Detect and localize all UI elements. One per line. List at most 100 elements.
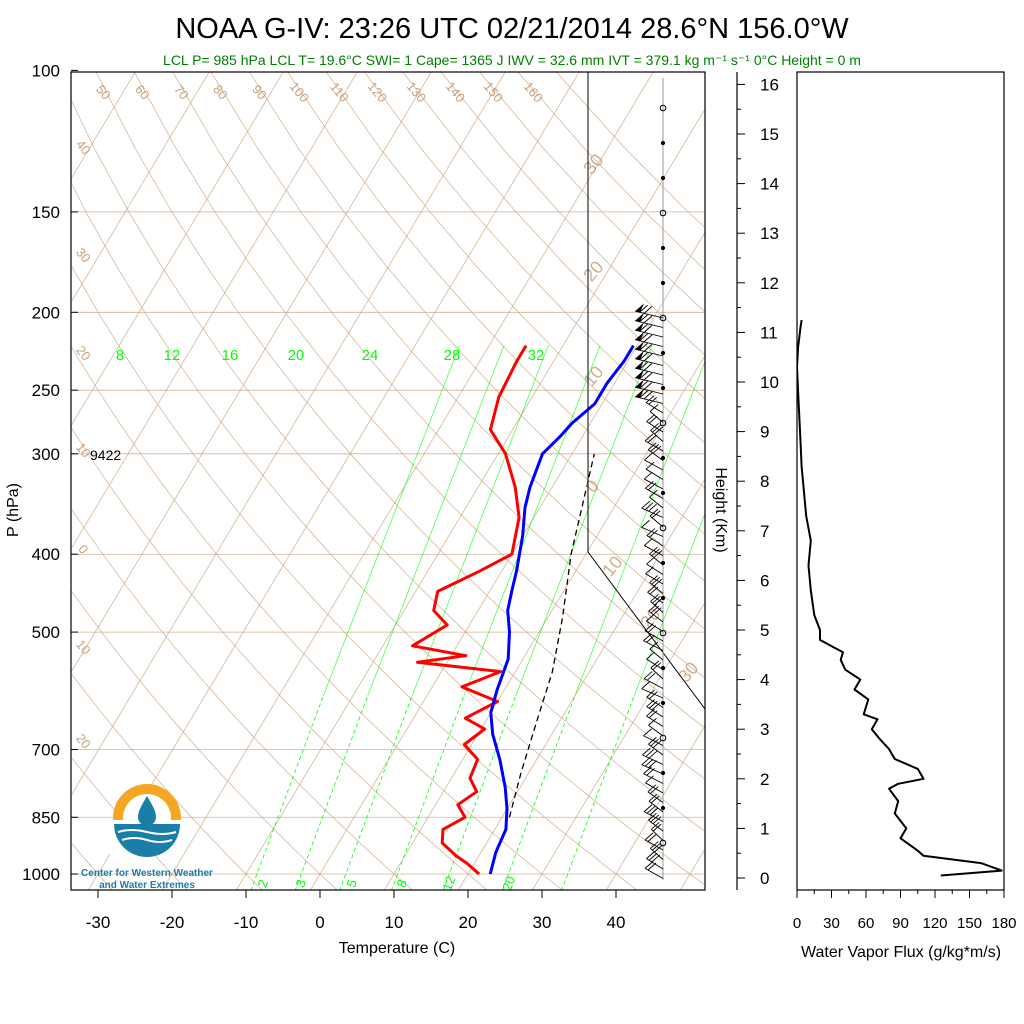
wind-barb-feather	[643, 382, 653, 390]
wind-barb-feather	[641, 681, 650, 690]
adiabat-label-top: 160	[521, 79, 546, 105]
wind-barb-feather	[646, 528, 656, 536]
dewpoint-trace	[488, 344, 635, 875]
mixing-ratio-lines	[250, 345, 705, 890]
flux-tick-label: 180	[991, 915, 1016, 932]
dry-adiabat-line	[95, 72, 705, 780]
pressure-tick-label: 250	[32, 381, 60, 400]
skew-t-panel: 50 60 70 80 90 100 110 120 130 140 150 160403020100…	[5, 61, 706, 957]
wind-barb-staff	[650, 667, 664, 680]
isotherm-line	[71, 72, 136, 180]
wind-barb-feather	[648, 717, 657, 726]
adiabat-label-top: 150	[481, 79, 506, 105]
wind-barb-feather	[648, 793, 658, 802]
wind-barb-feather	[649, 575, 658, 583]
flux-axis-label: Water Vapor Flux (g/kg*m/s)	[801, 944, 1001, 961]
wind-barb-feather	[647, 435, 657, 443]
wind-barb-feather	[644, 433, 654, 442]
dry-adiabat-line	[172, 72, 705, 679]
temperature-tick-label: 0	[315, 913, 324, 932]
wind-barb-staff	[648, 724, 664, 737]
dry-adiabat-line	[248, 72, 705, 582]
dry-adiabat-line	[555, 72, 705, 229]
adiabat-label-left: 30	[73, 245, 94, 266]
mixing-ratio-solid	[574, 360, 705, 696]
wind-barb-staff	[648, 800, 664, 813]
height-tick-label: 9	[760, 423, 769, 442]
wind-barb-staff	[645, 782, 664, 794]
wind-barb-feather	[646, 613, 655, 622]
wind-barb-feather	[648, 603, 658, 612]
wind-barb-feather	[646, 651, 655, 660]
sounding-stats: LCL P= 985 hPa LCL T= 19.6°C SWI= 1 Cape…	[163, 52, 861, 68]
x-axis-label: Temperature (C)	[339, 940, 455, 957]
wind-barb-feather	[646, 556, 655, 565]
wind-barb-feather	[639, 314, 648, 323]
wind-barb-feather	[639, 333, 648, 342]
isotherm-line	[71, 72, 432, 674]
wind-barb-feather	[652, 445, 662, 454]
mixing-ratio-label-bottom: 5	[343, 877, 360, 889]
wind-barb-feather	[641, 519, 650, 528]
wind-barb-staff	[650, 829, 664, 841]
isotherm-line	[71, 72, 358, 550]
wind-barb-staff	[646, 563, 664, 575]
isotherm-line	[161, 72, 654, 890]
wind-barb-feather	[643, 353, 653, 362]
wind-barb-feather	[644, 861, 654, 869]
wind-barb-feather	[644, 452, 653, 461]
wind-barb-feather	[639, 361, 648, 370]
wind-barb-feather	[654, 426, 663, 435]
wind-barb-feather	[643, 372, 653, 381]
wind-calm-marker	[659, 734, 667, 742]
temperature-tick-label: -20	[160, 913, 185, 932]
isobars	[71, 211, 705, 875]
wind-barb-feather	[648, 415, 658, 424]
wind-barb-feather	[645, 395, 655, 404]
wind-barb-feather	[639, 390, 648, 399]
wind-barb-flag	[635, 341, 645, 351]
temperature-tick-label: -10	[234, 913, 259, 932]
mixing-ratio-label-top: 16	[222, 347, 239, 364]
dry-adiabat-line	[133, 72, 705, 729]
wind-barb-feather	[650, 444, 659, 452]
wind-calm-marker	[659, 209, 667, 217]
wind-barb-feather	[647, 834, 657, 842]
mixing-ratio-label-bottom: 8	[393, 877, 410, 889]
adiabat-label-left: 20	[73, 343, 94, 364]
height-tick-label: 11	[760, 323, 778, 342]
isotherm-line	[605, 724, 705, 890]
dry-adiabat-line	[71, 507, 413, 890]
wind-barb-feather	[649, 807, 659, 816]
mixing-ratio-label-top: 12	[164, 347, 181, 364]
wind-barb-flag	[635, 312, 645, 322]
height-tick-label: 12	[760, 274, 779, 293]
pressure-ticks: 100 150 200 250 300 400 500 700 850 1000	[22, 61, 78, 884]
wind-barb-flag	[635, 388, 645, 398]
isotherm-line	[235, 108, 705, 890]
dry-adiabat-line	[71, 672, 263, 890]
wind-barb-feather	[643, 766, 652, 775]
wind-barb-feather	[643, 306, 653, 314]
adiabat-label-right: 30	[579, 150, 607, 178]
wind-barb-feather	[648, 700, 658, 709]
height-tick-label: 16	[760, 75, 779, 94]
wind-barb-feather	[647, 862, 657, 871]
mixing-ratio-labels: 8 12 16 20 24 28 32 2 3 5 8 12 20	[116, 347, 545, 893]
adiabat-label-top: 60	[132, 82, 153, 103]
wind-barb-flag	[635, 303, 645, 313]
wind-barb-feather	[648, 710, 658, 719]
wind-barb-feather	[644, 832, 654, 841]
wind-barb-feather	[648, 691, 658, 700]
mixing-ratio-label-bottom: 3	[292, 877, 309, 889]
wind-barb-feather	[651, 576, 661, 585]
adiabat-label-left: 40	[73, 137, 94, 158]
mixing-ratio-label-top: 32	[528, 347, 545, 364]
adiabat-label-right: 30	[674, 658, 702, 686]
wind-calm-marker	[660, 805, 666, 811]
wind-barb-feather	[649, 786, 659, 794]
dry-adiabats	[71, 72, 705, 890]
adiabat-label-top: 100	[287, 79, 312, 105]
wind-barb-feather	[645, 461, 655, 470]
dry-adiabat-line	[479, 72, 705, 313]
